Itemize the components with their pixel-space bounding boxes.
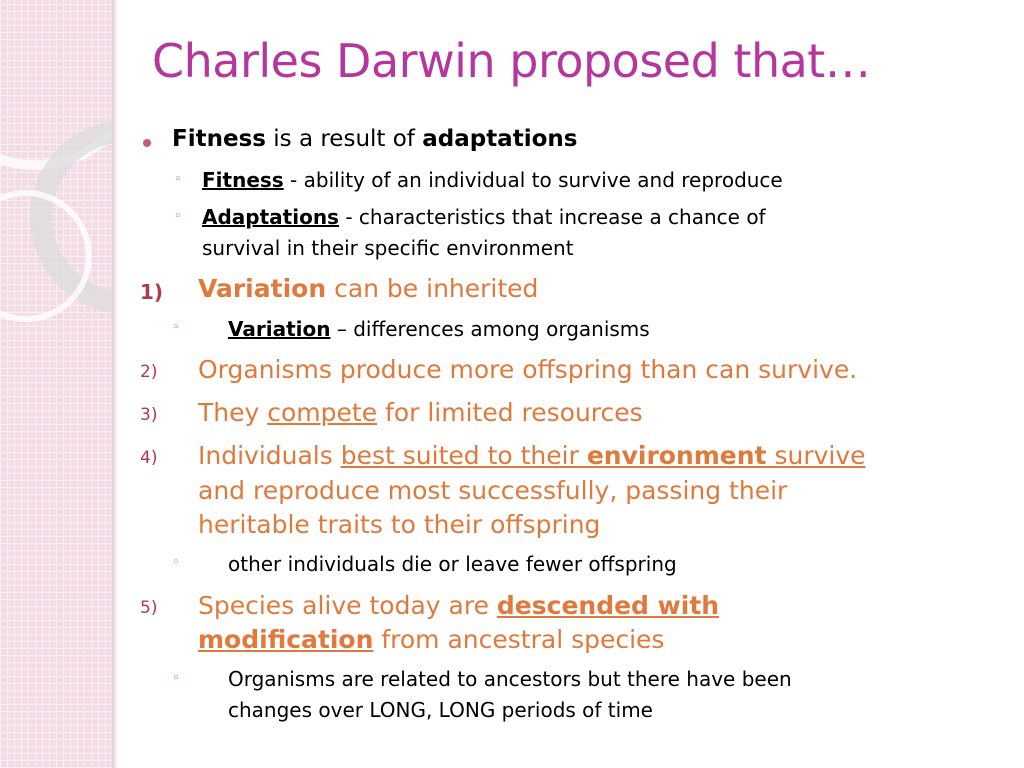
sub-bullet-icon: ◦ — [172, 320, 180, 335]
list-number: 2) — [140, 362, 158, 382]
point-best-suited-line2: and reproduce most successfully, passing… — [198, 476, 788, 505]
list-number: 1) — [140, 280, 164, 304]
sub-fitness-definition: Fitness - ability of an individual to su… — [202, 168, 783, 192]
point-best-suited: Individuals best suited to their environ… — [198, 441, 866, 470]
sub-bullet-icon: ◦ — [172, 555, 180, 570]
bullet-fitness: Fitness is a result of adaptations — [172, 126, 578, 152]
sub-bullet-icon: ◦ — [174, 172, 182, 187]
sub-adaptations-definition: Adaptations - characteristics that incre… — [202, 205, 766, 229]
list-number: 4) — [140, 448, 158, 468]
point-descent-line2: modification from ancestral species — [198, 625, 665, 654]
list-number: 3) — [140, 405, 158, 425]
point-variation: Variation can be inherited — [198, 274, 539, 303]
slide-title: Charles Darwin proposed that… — [152, 34, 871, 88]
bullet-dot-icon — [143, 139, 151, 147]
decorative-sidebar — [0, 0, 112, 768]
sidebar-edge — [112, 0, 118, 768]
list-number: 5) — [140, 598, 158, 618]
point-competition: They compete for limited resources — [198, 398, 643, 427]
sub-adaptations-continued: survival in their specific environment — [202, 236, 574, 260]
point-best-suited-line3: heritable traits to their offspring — [198, 510, 601, 539]
sub-variation-definition: Variation – differences among organisms — [228, 317, 650, 341]
sub-related-ancestors-line2: changes over LONG, LONG periods of time — [228, 698, 653, 722]
sub-others-die: other individuals die or leave fewer off… — [228, 552, 677, 576]
sub-bullet-icon: ◦ — [174, 209, 182, 224]
sub-related-ancestors: Organisms are related to ancestors but t… — [228, 667, 792, 691]
point-overproduction: Organisms produce more offspring than ca… — [198, 355, 858, 384]
sub-bullet-icon: ◦ — [172, 671, 180, 686]
point-descent: Species alive today are descended with — [198, 591, 720, 620]
